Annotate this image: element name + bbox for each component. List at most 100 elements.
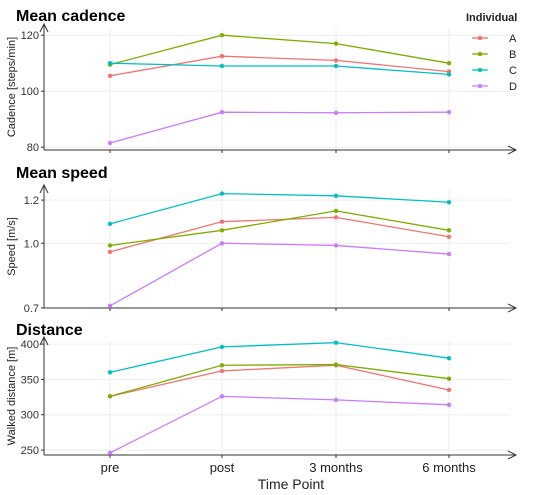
point-A-3 bbox=[446, 234, 452, 239]
series-line-D bbox=[109, 111, 450, 144]
point-C-2 bbox=[333, 63, 339, 69]
point-D-0 bbox=[107, 450, 113, 456]
series-line-A bbox=[109, 55, 450, 77]
panel-2: Mean speed 0.7 1.0 1.2 Speed [m/s] bbox=[6, 165, 518, 315]
point-B-0 bbox=[107, 394, 113, 399]
y-axis-arrow bbox=[39, 335, 49, 346]
x-axis-arrow bbox=[507, 145, 518, 155]
legend-label-C: C bbox=[509, 65, 517, 77]
legend-item-D: D bbox=[472, 81, 517, 93]
series-line-D bbox=[109, 395, 450, 454]
point-B-3 bbox=[446, 228, 452, 233]
legend-item-C: C bbox=[472, 65, 517, 77]
series-line-B bbox=[109, 210, 450, 247]
legend-marker-B bbox=[477, 51, 483, 57]
y-tick-label: 0.7 bbox=[24, 303, 39, 315]
series-line-A bbox=[109, 364, 450, 397]
point-D-2 bbox=[333, 397, 339, 403]
y-tick-label: 300 bbox=[21, 410, 39, 422]
series-line-B bbox=[109, 34, 450, 66]
point-A-1 bbox=[219, 54, 225, 59]
series-A bbox=[107, 363, 452, 399]
point-A-0 bbox=[107, 249, 113, 255]
point-D-2 bbox=[333, 243, 339, 248]
y-tick-label: 1.0 bbox=[24, 238, 39, 250]
y-axis-arrow bbox=[39, 22, 49, 33]
point-B-2 bbox=[333, 208, 339, 214]
series-line-A bbox=[109, 216, 450, 253]
point-B-0 bbox=[107, 243, 113, 248]
series-A bbox=[107, 215, 452, 255]
x-axis-label: Time Point bbox=[258, 476, 325, 492]
y-axis-label: Speed [m/s] bbox=[6, 217, 18, 276]
point-D-0 bbox=[107, 140, 113, 146]
point-D-3 bbox=[446, 402, 452, 408]
y-tick-label: 100 bbox=[21, 86, 39, 98]
point-D-2 bbox=[333, 110, 339, 115]
point-C-2 bbox=[333, 193, 339, 198]
y-axis-label: Walked distance [m] bbox=[6, 347, 18, 446]
point-C-0 bbox=[107, 61, 113, 66]
point-D-1 bbox=[219, 110, 225, 115]
point-B-1 bbox=[219, 228, 225, 233]
point-D-1 bbox=[219, 394, 225, 399]
panel-title: Distance bbox=[16, 322, 83, 339]
x-axis-arrow bbox=[507, 303, 518, 313]
series-D bbox=[107, 110, 452, 146]
legend-marker-C bbox=[477, 67, 483, 73]
legend-label-A: A bbox=[509, 33, 517, 45]
series-B bbox=[107, 362, 452, 399]
point-C-1 bbox=[219, 344, 225, 350]
legend-label-B: B bbox=[509, 49, 516, 61]
point-B-3 bbox=[446, 61, 452, 66]
point-C-3 bbox=[446, 72, 452, 77]
x-tick-label: post bbox=[210, 460, 235, 475]
legend-marker-A bbox=[477, 35, 483, 41]
panel-title: Mean cadence bbox=[16, 8, 125, 25]
series-line-C bbox=[109, 192, 450, 225]
y-tick-label: 1.2 bbox=[24, 195, 39, 207]
series-D bbox=[107, 394, 452, 456]
point-B-1 bbox=[219, 33, 225, 38]
point-A-1 bbox=[219, 368, 225, 374]
point-D-0 bbox=[107, 303, 113, 309]
series-B bbox=[107, 208, 452, 248]
point-D-3 bbox=[446, 251, 452, 257]
point-A-0 bbox=[107, 73, 113, 79]
point-A-2 bbox=[333, 215, 339, 220]
series-C bbox=[107, 191, 452, 227]
point-C-0 bbox=[107, 370, 113, 375]
point-B-3 bbox=[446, 376, 452, 381]
y-tick-label: 80 bbox=[27, 142, 39, 154]
series-D bbox=[107, 241, 452, 309]
point-A-3 bbox=[446, 387, 452, 393]
legend-title: Individual bbox=[466, 12, 517, 24]
series-line-D bbox=[109, 242, 450, 307]
x-axis-arrow bbox=[507, 450, 518, 460]
point-C-3 bbox=[446, 200, 452, 205]
point-C-1 bbox=[219, 63, 225, 69]
series-line-B bbox=[109, 363, 450, 397]
point-A-1 bbox=[219, 219, 225, 224]
point-B-1 bbox=[219, 363, 225, 368]
y-axis-label: Cadence [steps/min] bbox=[6, 37, 18, 137]
y-tick-label: 120 bbox=[21, 30, 39, 42]
legend-item-A: A bbox=[472, 33, 517, 45]
point-D-1 bbox=[219, 241, 225, 246]
x-axis-tick-labels: pre post 3 months 6 months bbox=[101, 460, 477, 475]
x-tick-label: 6 months bbox=[422, 460, 476, 475]
point-A-2 bbox=[333, 58, 339, 63]
panel-title: Mean speed bbox=[16, 165, 108, 182]
series-line-C bbox=[109, 62, 450, 76]
y-axis-arrow bbox=[39, 183, 49, 194]
point-C-3 bbox=[446, 355, 452, 361]
series-A bbox=[107, 54, 452, 79]
series-B bbox=[107, 33, 452, 67]
point-D-3 bbox=[446, 110, 452, 115]
y-tick-label: 250 bbox=[21, 445, 39, 457]
